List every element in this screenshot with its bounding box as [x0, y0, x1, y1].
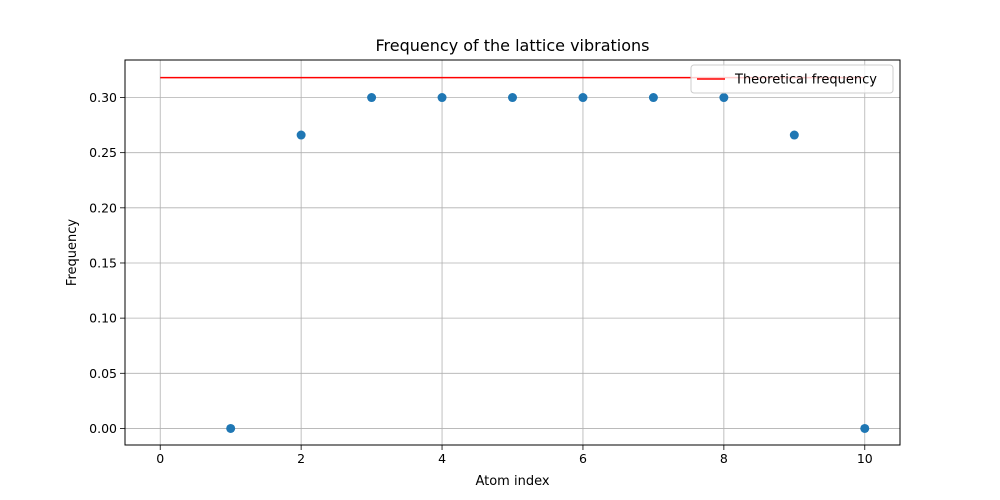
x-tick-label: 8: [720, 451, 728, 466]
x-tick-label: 6: [579, 451, 587, 466]
data-point: [860, 423, 870, 433]
y-tick-label: 0.15: [89, 255, 117, 270]
x-tick-label: 4: [438, 451, 446, 466]
y-tick-label: 0.20: [89, 200, 117, 215]
data-point: [578, 93, 588, 103]
x-tick-label: 0: [156, 451, 164, 466]
legend-box: [690, 64, 894, 94]
ticks-layer: 0 2 4 6 8 10 0.00 0.05 0.10 0.15 0.20 0.25 0.30: [89, 90, 873, 466]
y-axis-label: Frequency: [65, 219, 80, 286]
y-tick-label: 0.25: [89, 145, 117, 160]
data-point: [226, 423, 236, 433]
x-tick-label: 10: [857, 451, 873, 466]
legend-label: Theoretical frequency: [734, 73, 877, 88]
plot-layer: [160, 76, 870, 433]
y-tick-label: 0.30: [89, 90, 117, 105]
legend: Theoretical frequency: [690, 64, 894, 94]
data-point: [437, 93, 447, 103]
y-tick-label: 0.10: [89, 311, 117, 326]
data-point: [719, 93, 729, 103]
y-tick-label: 0.00: [89, 421, 117, 436]
x-tick-label: 2: [297, 451, 305, 466]
x-axis-label: Atom index: [475, 474, 549, 489]
axes-frame: [124, 59, 901, 446]
y-tick-label: 0.05: [89, 366, 117, 381]
data-point: [367, 93, 377, 103]
data-point: [296, 130, 306, 140]
data-point: [789, 130, 799, 140]
data-point: [648, 93, 658, 103]
grid-layer: [125, 60, 900, 445]
chart-title: Frequency of the lattice vibrations: [376, 36, 650, 55]
data-point: [508, 93, 517, 103]
